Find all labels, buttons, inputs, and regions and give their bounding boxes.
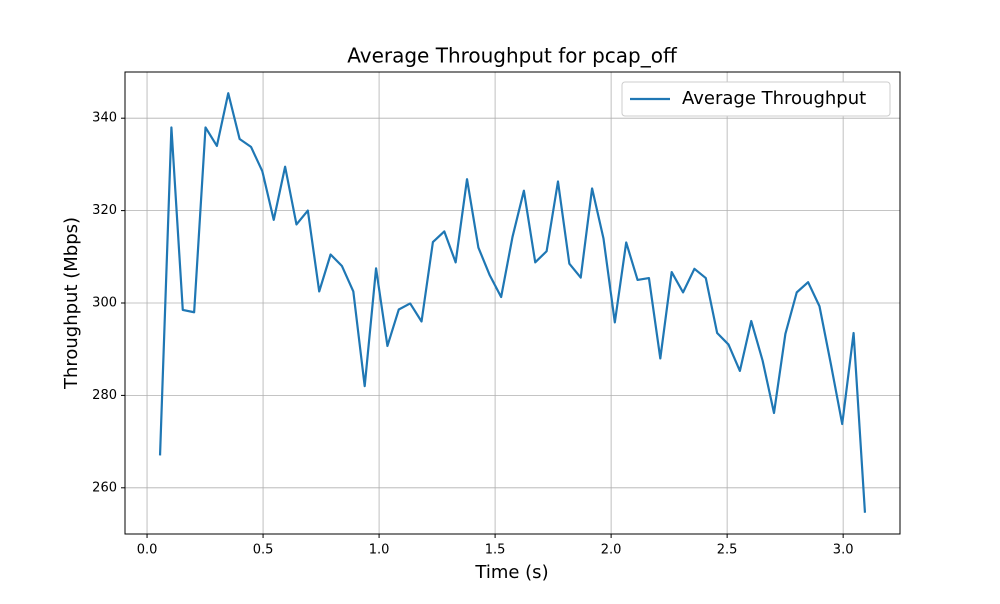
x-tick-label: 3.0 [833,543,854,558]
data-line [158,92,867,513]
x-tick-label: 2.5 [717,543,738,558]
x-tick-label: 2.0 [601,543,622,558]
x-tick-label: 1.0 [369,543,390,558]
x-tick-label: 1.5 [485,543,506,558]
legend-box [621,81,891,117]
legend-label: Average Throughput [682,88,866,109]
y-axis-label: Throughput (Mbps) [61,217,82,390]
plot-frame [124,71,901,535]
chart-title: Average Throughput for pcap_off [347,44,678,68]
y-tick-label: 320 [92,203,117,218]
y-tick-label: 280 [92,388,117,403]
y-tick-label: 300 [92,296,117,311]
y-tick-label: 260 [92,480,117,495]
x-tick-label: 0.0 [137,543,158,558]
x-axis-label: Time (s) [474,562,548,583]
x-tick-label: 0.5 [253,543,274,558]
y-tick-label: 340 [92,111,117,126]
